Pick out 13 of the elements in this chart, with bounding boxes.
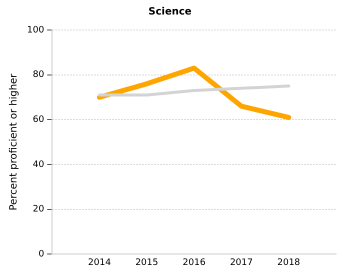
chart-title: Science xyxy=(148,6,192,18)
y-tick-label: 40 xyxy=(32,160,44,170)
x-tick-label: 2018 xyxy=(277,258,300,268)
x-tick-label: 2015 xyxy=(135,258,158,268)
y-axis-title: Percent proficient or higher xyxy=(8,72,20,211)
x-tick-label: 2014 xyxy=(88,258,112,268)
x-tick-label: 2016 xyxy=(182,258,206,268)
y-tick-label: 0 xyxy=(38,250,44,260)
y-tick-label: 80 xyxy=(32,70,44,80)
x-tick-label: 2017 xyxy=(230,258,253,268)
y-tick-label: 20 xyxy=(32,204,44,215)
y-tick-label: 100 xyxy=(26,25,44,36)
y-tick-label: 60 xyxy=(32,115,44,126)
